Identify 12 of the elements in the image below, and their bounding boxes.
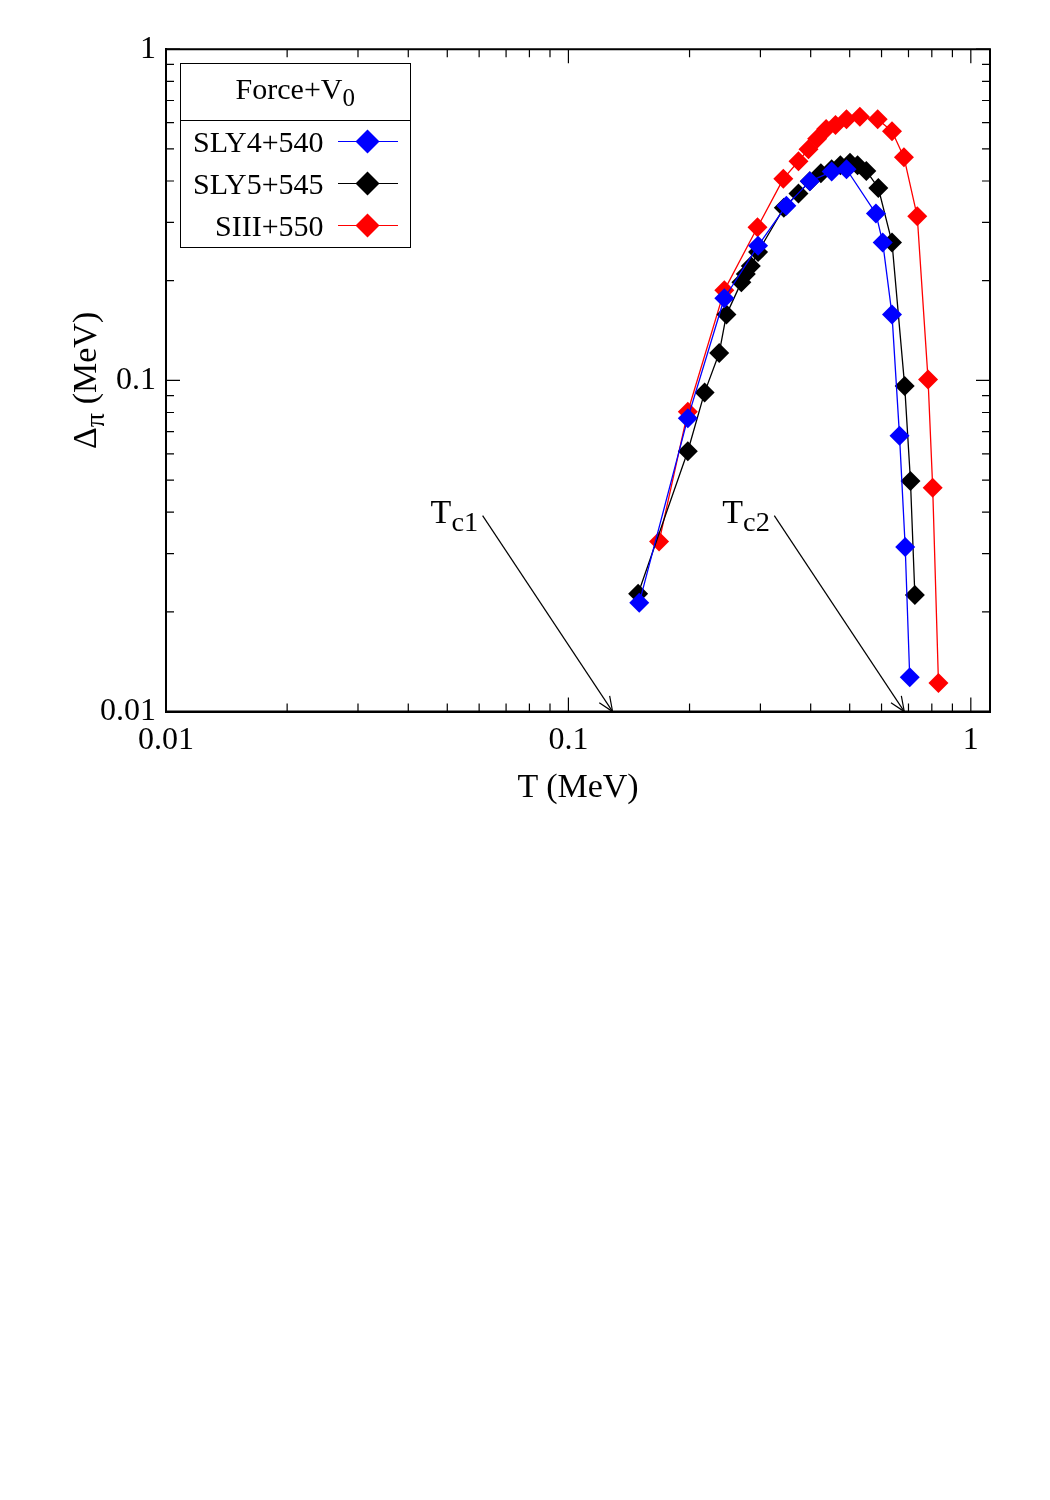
x-tick-label: 0.1 <box>548 720 589 757</box>
legend-title: Force+V$_{0}$ <box>181 64 410 122</box>
legend-label: SIII+550 <box>215 209 324 244</box>
y-tick-label: 0.1 <box>116 359 156 396</box>
annotation: T$_{c2}$ <box>722 493 770 538</box>
legend-label: SLY5+545 <box>193 167 324 202</box>
annotation: T$_{c1}$ <box>430 493 479 538</box>
y-tick-label: 1 <box>140 28 156 65</box>
x-axis-title: T (MeV) <box>517 766 639 805</box>
x-tick-label: 1 <box>962 720 979 757</box>
legend-label: SLY4+540 <box>193 125 324 160</box>
y-tick-label: 0.01 <box>100 691 156 728</box>
